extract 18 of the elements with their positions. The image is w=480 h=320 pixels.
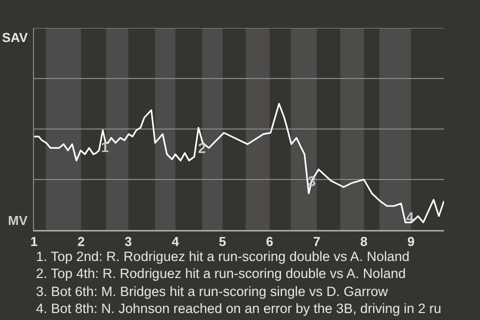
x-tick-label: 3: [124, 234, 132, 250]
text: 1. Top 2nd: R. Rodriguez hit a run-scoring double vs A. Noland: [36, 249, 410, 264]
text: MV: [8, 213, 28, 228]
x-tick-label: 9: [407, 234, 415, 250]
x-tick-label: 2: [78, 234, 85, 250]
annotation: 4: [406, 209, 414, 225]
annotation: 1: [101, 139, 109, 155]
x-tick-label: 8: [360, 234, 368, 250]
x-tick-label: 1: [30, 234, 38, 250]
x-tick-label: 5: [218, 234, 226, 250]
x-tick-label: 4: [172, 234, 180, 250]
text: 3. Bot 6th: M. Bridges hit a run-scoring single vs D. Garrow: [36, 284, 388, 299]
x-tick-label: 7: [313, 234, 320, 250]
annotation: 2: [198, 140, 206, 156]
text: 2. Top 4th: R. Rodriguez hit a run-scoring double vs A. Noland: [36, 266, 406, 281]
text: 4. Bot 8th: N. Johnson reached on an error by the 3B, driving in 2 ru: [36, 301, 442, 316]
text: SAV: [2, 30, 28, 45]
x-tick-label: 6: [266, 234, 274, 250]
